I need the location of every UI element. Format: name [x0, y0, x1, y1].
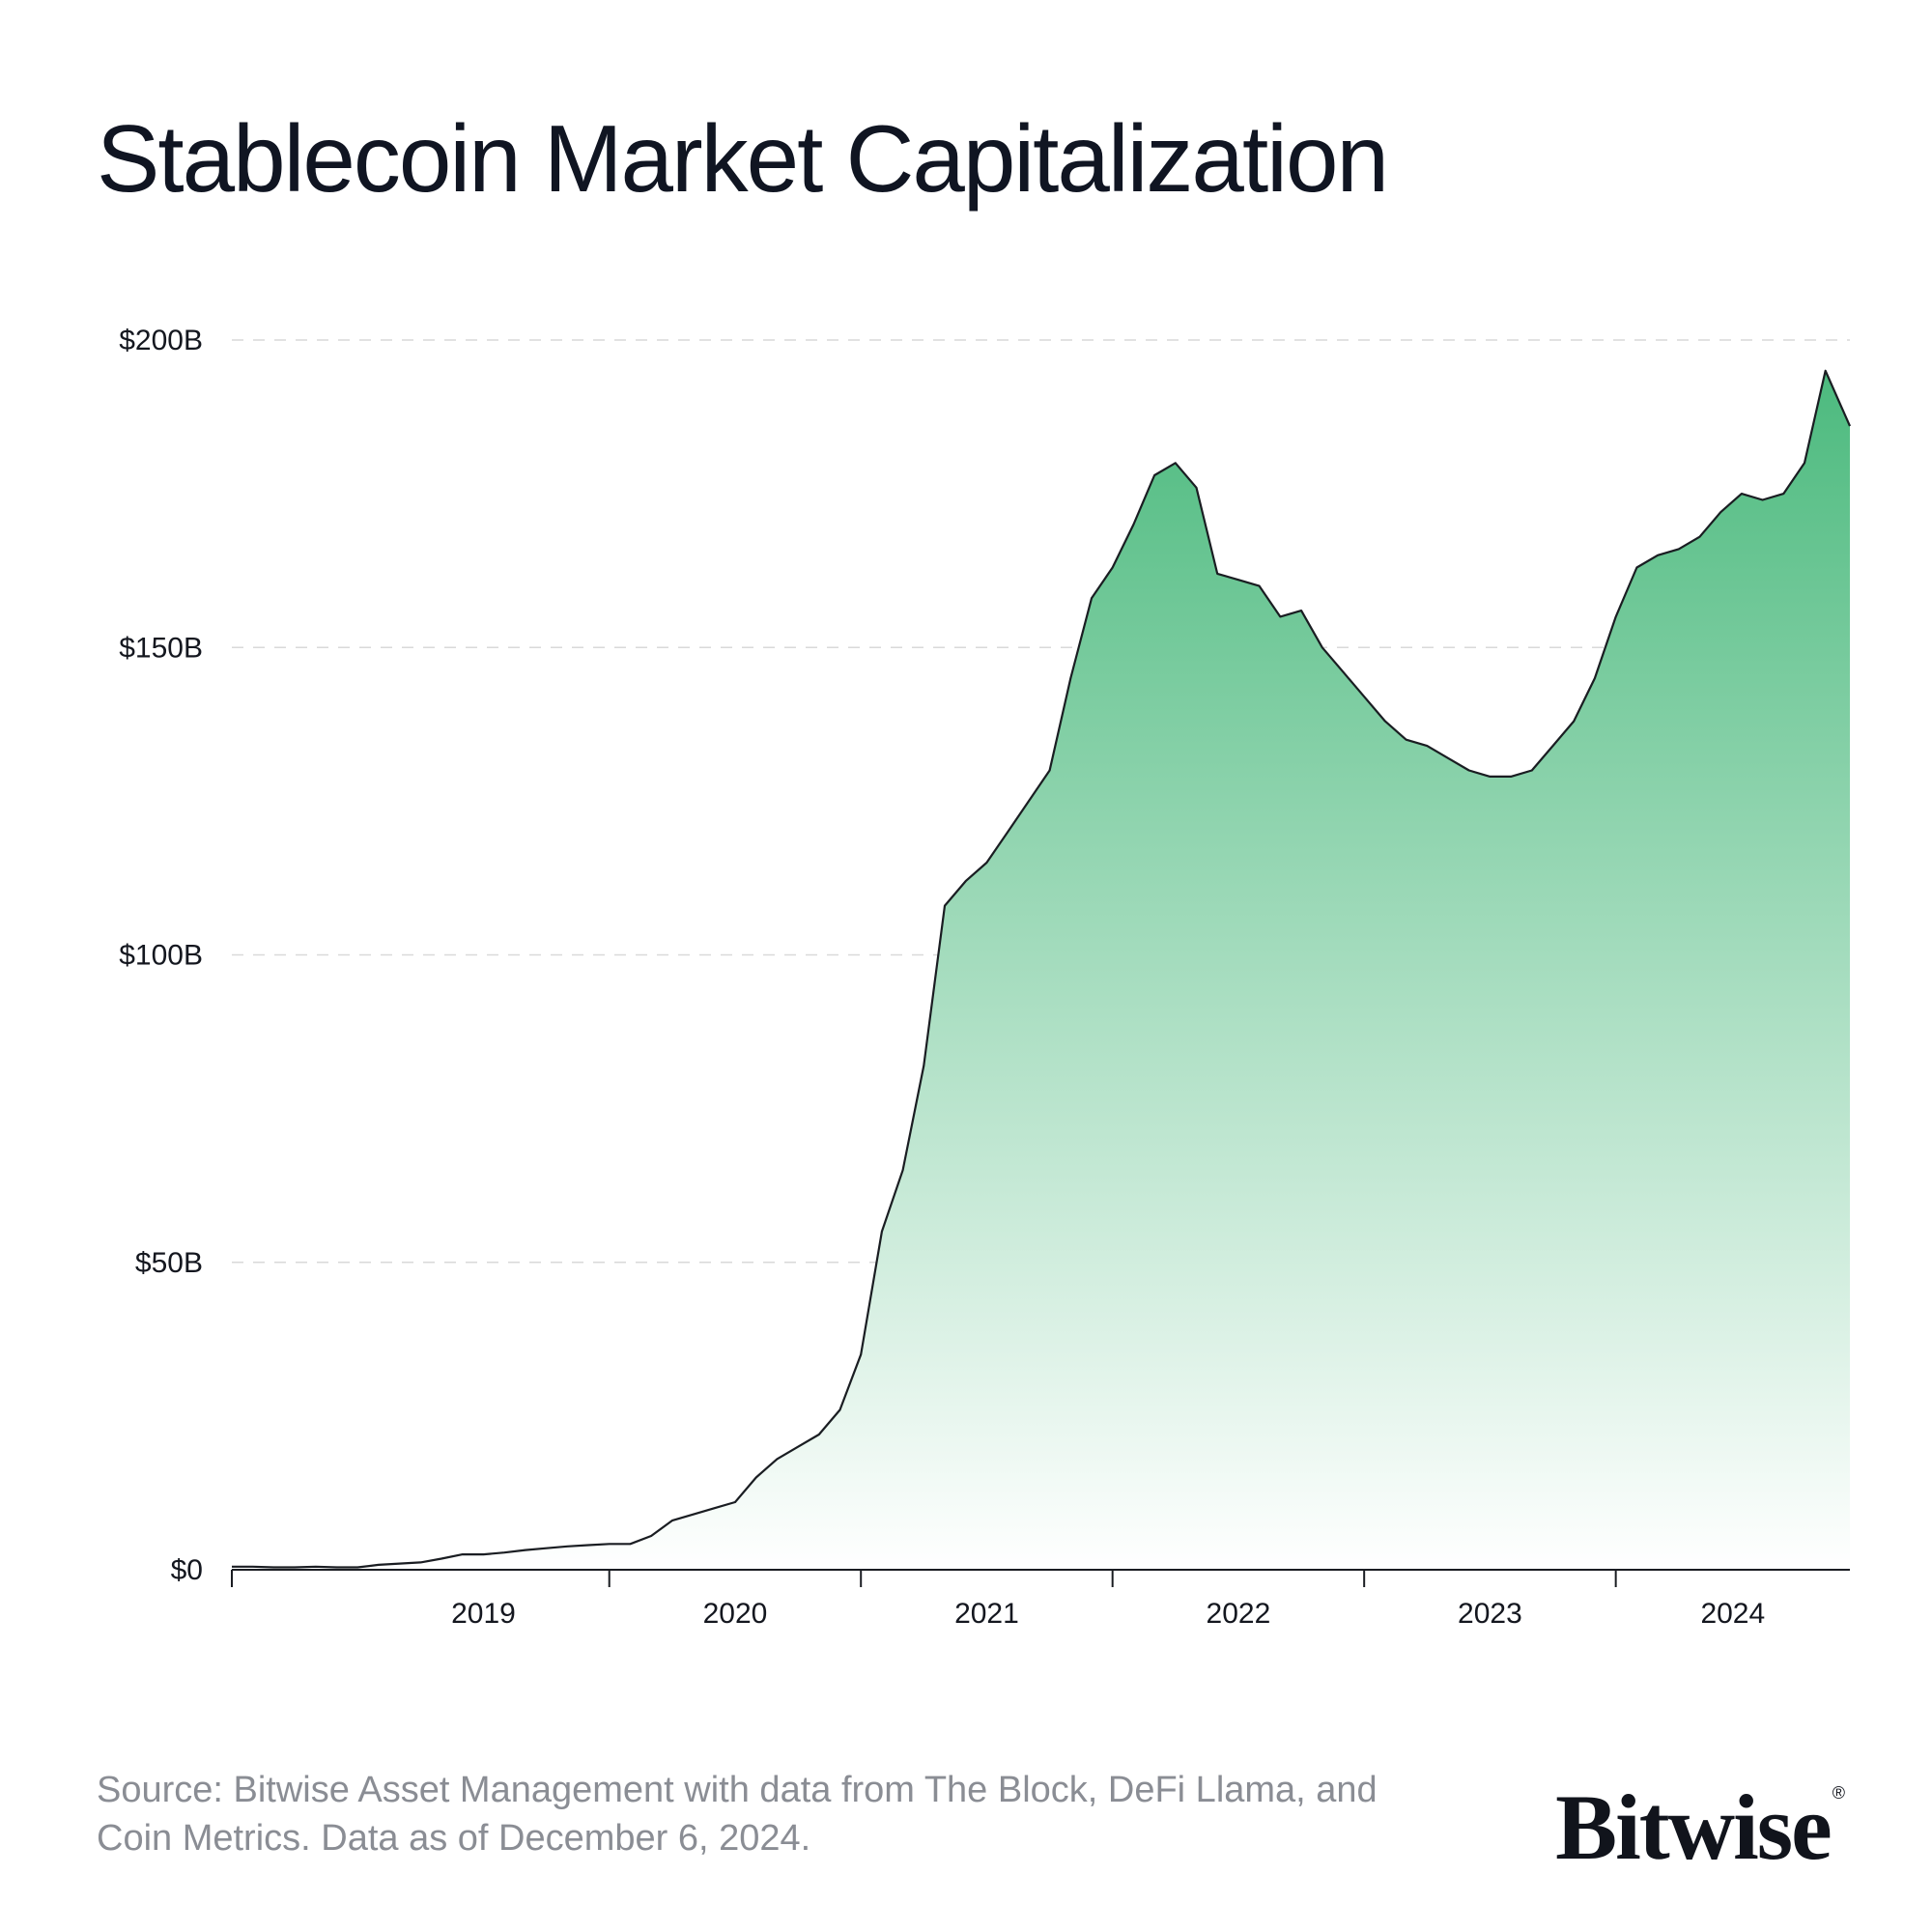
- chart-title: Stablecoin Market Capitalization: [97, 105, 1389, 212]
- x-tick-label: 2021: [954, 1598, 1019, 1630]
- x-tick-label: 2022: [1207, 1598, 1271, 1630]
- y-axis-labels: $0 $50B $100B $150B $200B: [119, 325, 203, 1586]
- registered-mark: ®: [1832, 1783, 1845, 1803]
- y-tick-label: $200B: [119, 325, 203, 356]
- x-tick-label: 2023: [1458, 1598, 1522, 1630]
- logo-wordmark: Bitwise: [1555, 1776, 1833, 1879]
- x-tick-label: 2020: [703, 1598, 768, 1630]
- x-tick-label: 2019: [451, 1598, 516, 1630]
- series-area: [232, 369, 1852, 1570]
- y-tick-label: $0: [171, 1554, 203, 1586]
- source-note: Source: Bitwise Asset Management with da…: [97, 1770, 1378, 1859]
- bitwise-logo: Bitwise ®: [1555, 1774, 1845, 1881]
- x-axis-labels: 2019 2020 2021 2022 2023 2024: [451, 1598, 1765, 1630]
- x-axis: [231, 1569, 1850, 1587]
- x-tick-label: 2024: [1700, 1598, 1765, 1630]
- y-tick-label: $150B: [119, 632, 203, 664]
- series-line: [232, 369, 1852, 1569]
- y-tick-label: $100B: [119, 940, 203, 972]
- series-fill: [232, 370, 1850, 1570]
- y-tick-label: $50B: [135, 1247, 203, 1279]
